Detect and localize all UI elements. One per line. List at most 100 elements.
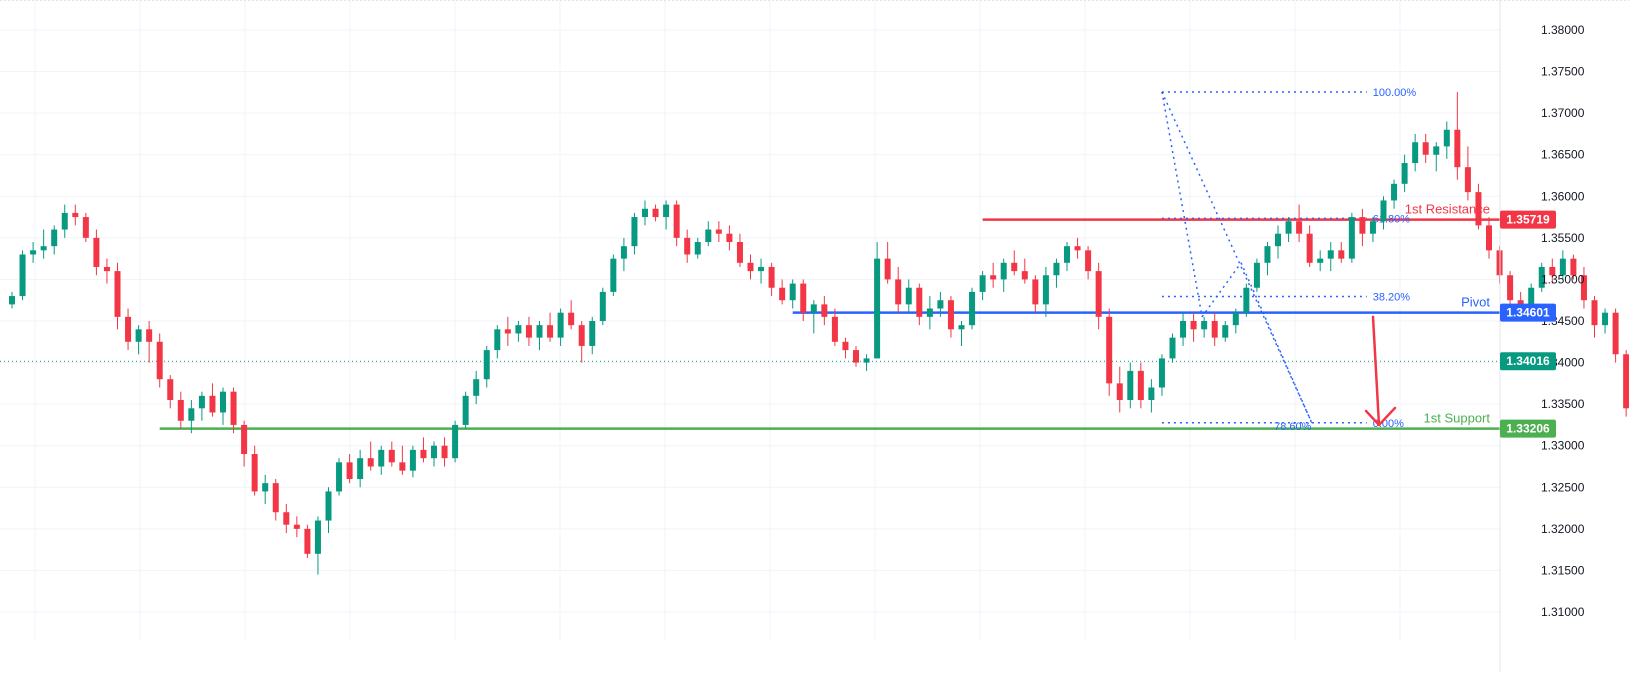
candle-body [72, 212, 79, 218]
candle-body [926, 308, 933, 317]
candle-body [399, 462, 406, 471]
candle-body [272, 483, 279, 513]
forecast-arrow-shaft [1371, 315, 1381, 427]
candle-body [789, 283, 796, 301]
candle-body [1580, 275, 1587, 301]
candle-body [1021, 271, 1028, 280]
candlesticks [9, 91, 1629, 575]
candle-body [694, 242, 701, 255]
candle-body [156, 341, 163, 380]
candle-body [304, 528, 311, 554]
fib-trend-line [1201, 262, 1242, 318]
y-tick-label: 1.33000 [1541, 439, 1585, 453]
level-badge-text: 1.33206 [1506, 422, 1550, 436]
candle-body [314, 520, 321, 554]
candle-body [251, 454, 258, 492]
candle-body [1211, 321, 1218, 338]
candle-body [61, 212, 68, 230]
candle-body [1391, 183, 1398, 201]
candle-body [1106, 316, 1113, 384]
candle-body [1422, 142, 1429, 155]
candle-body [705, 229, 712, 243]
candle-body [547, 325, 554, 338]
candle-body [1296, 221, 1303, 234]
candle-body [19, 254, 26, 297]
candle-body [420, 449, 427, 459]
candle-body [610, 258, 617, 292]
candle-body [684, 237, 691, 255]
candle-body [895, 279, 902, 305]
candle-body [1623, 354, 1629, 409]
candle-body [831, 316, 838, 342]
candle-body [1433, 146, 1440, 155]
candle-body [293, 524, 300, 529]
price-axis[interactable]: 1.38000 1.37500 1.37000 1.36500 1.36000 1.355… [1499, 0, 1585, 672]
y-tick-label: 1.38000 [1541, 23, 1585, 37]
level-badge-text: 1.34601 [1506, 306, 1550, 320]
candle-body [177, 399, 184, 421]
candle-body [1158, 358, 1165, 388]
candle-body [1559, 258, 1566, 276]
candle-body [504, 329, 511, 334]
candle-body [1549, 266, 1556, 276]
candle-body [1000, 262, 1007, 280]
candle-body [325, 491, 332, 521]
candle-body [483, 350, 490, 380]
candle-body [431, 445, 437, 459]
candle-body [1127, 370, 1134, 400]
candle-body [937, 300, 944, 309]
candle-body [853, 350, 859, 363]
candle-body [1359, 217, 1366, 234]
candle-body [1095, 271, 1102, 317]
candle-body [103, 266, 110, 272]
candle-body [30, 250, 37, 255]
candle-body [93, 237, 100, 267]
candle-body [473, 379, 480, 396]
candle-body [1232, 312, 1239, 326]
fib-trend-line [1161, 91, 1313, 424]
level-label: Pivot [1461, 295, 1490, 310]
candle-body [336, 462, 343, 492]
fib-trend-line [1240, 262, 1313, 424]
candle-body [1264, 246, 1271, 263]
candle-body [1085, 250, 1092, 272]
candle-body [1591, 300, 1598, 326]
candle-body [188, 408, 195, 421]
fibonacci-retracement: 100.00%61.80%38.20%78.60% 0.00% [1161, 87, 1417, 433]
candle-body [726, 233, 733, 243]
candle-body [800, 283, 807, 313]
candle-body [1064, 246, 1070, 263]
candle-body [916, 287, 923, 317]
candle-body [768, 266, 775, 288]
candle-body [979, 275, 986, 292]
fib-level-label: 0.00% [1373, 418, 1404, 430]
candle-body [1401, 163, 1408, 184]
candle-body [346, 462, 353, 479]
candle-body [357, 458, 364, 479]
candle-body [283, 512, 290, 525]
level-badge [1500, 303, 1556, 322]
candle-body [736, 242, 743, 263]
fib-trend-line [1161, 91, 1203, 317]
candle-body [589, 321, 596, 346]
y-tick-label: 1.36500 [1541, 148, 1585, 162]
y-tick-label: 1.35500 [1541, 231, 1585, 245]
candle-body [884, 258, 891, 280]
candle-body [947, 300, 954, 330]
candle-body [9, 296, 15, 305]
candle-body [1570, 258, 1577, 276]
candle-body [758, 266, 765, 272]
fib-level-label: 78.60% [1274, 421, 1312, 433]
candle-body [568, 312, 575, 326]
fib-level-label: 100.00% [1373, 87, 1417, 99]
candle-body [1528, 287, 1535, 309]
candle-body [378, 449, 385, 467]
candle-body [1074, 246, 1081, 251]
candle-body [135, 329, 142, 342]
y-tick-label: 1.36000 [1541, 189, 1585, 203]
candle-body [167, 379, 174, 400]
candle-body [220, 391, 226, 413]
